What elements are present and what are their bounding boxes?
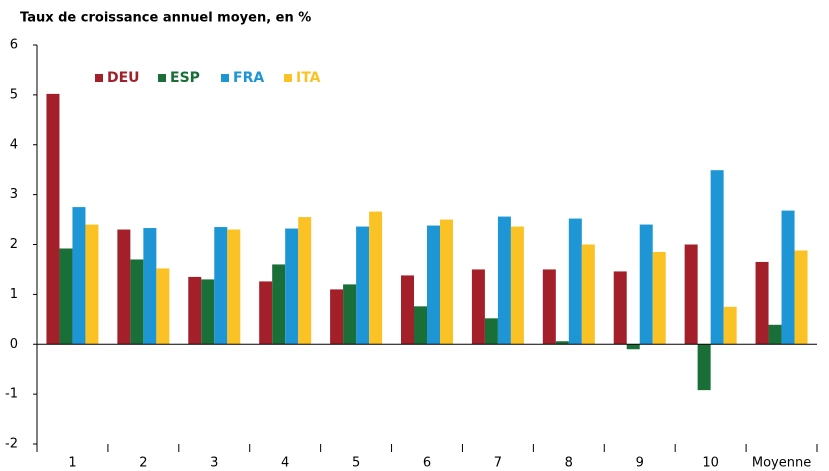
x-tick-label: Moyenne: [752, 456, 811, 471]
bar: [188, 276, 202, 345]
bar: [214, 227, 228, 345]
bar: [555, 341, 569, 345]
bar: [356, 226, 370, 345]
bar: [581, 244, 595, 345]
x-tick-label: 5: [352, 456, 360, 471]
bar: [697, 344, 711, 391]
bar: [684, 244, 698, 345]
x-tick-label: 6: [423, 456, 431, 471]
legend-label: DEU: [107, 70, 140, 86]
bar: [613, 271, 627, 345]
y-tick-label: 4: [10, 137, 18, 152]
y-tick-label: 1: [10, 287, 18, 302]
legend-swatch: [158, 74, 166, 82]
bar: [117, 229, 131, 345]
legend-label: ITA: [296, 70, 321, 86]
bar: [414, 306, 427, 345]
y-tick-label: -2: [5, 437, 18, 452]
legend-label: ESP: [170, 70, 200, 86]
bar: [471, 269, 485, 345]
bar: [59, 248, 73, 345]
bar: [72, 207, 86, 345]
x-tick-label: 7: [494, 456, 502, 471]
bar: [484, 318, 498, 345]
bar: [639, 224, 653, 345]
bar: [723, 306, 737, 345]
x-tick-label: 3: [210, 456, 218, 471]
y-tick-label: 2: [10, 237, 18, 252]
bar: [285, 228, 299, 345]
bar: [259, 281, 273, 345]
bar: [440, 219, 453, 345]
bar: [298, 217, 312, 345]
x-tick-label: 8: [565, 456, 573, 471]
legend-swatch: [221, 74, 229, 82]
bar: [427, 225, 440, 345]
bar: [369, 211, 383, 345]
bar: [794, 250, 808, 345]
x-tick-label: 2: [139, 456, 147, 471]
bar: [755, 261, 769, 345]
legend-swatch: [284, 74, 292, 82]
bar: [510, 226, 524, 345]
y-tick-label: 5: [10, 87, 18, 102]
y-tick-label: 6: [10, 38, 18, 53]
x-tick-label: 10: [702, 456, 719, 471]
bar: [143, 228, 157, 345]
bar: [652, 251, 666, 345]
bar: [227, 229, 241, 345]
chart-title: Taux de croissance annuel moyen, en %: [20, 11, 311, 26]
x-tick-label: 4: [281, 456, 289, 471]
y-tick-label: -1: [5, 387, 18, 402]
bar: [156, 268, 170, 345]
y-tick-label: 0: [10, 337, 18, 352]
bar: [46, 93, 60, 345]
bar: [272, 264, 286, 345]
bar: [568, 218, 582, 345]
bar: [85, 224, 99, 345]
bar: [201, 279, 215, 345]
bar: [768, 324, 782, 345]
bar: [343, 284, 357, 345]
legend-swatch: [95, 74, 103, 82]
bar: [626, 344, 640, 350]
x-tick-label: 9: [636, 456, 644, 471]
bar: [401, 275, 414, 345]
legend-label: FRA: [233, 70, 264, 86]
bar: [542, 269, 556, 345]
bar: [710, 170, 724, 345]
x-tick-label: 1: [68, 456, 76, 471]
bar: [130, 259, 144, 345]
bar: [330, 289, 344, 345]
y-tick-label: 3: [10, 187, 18, 202]
bar: [497, 216, 511, 345]
bar: [781, 210, 795, 345]
